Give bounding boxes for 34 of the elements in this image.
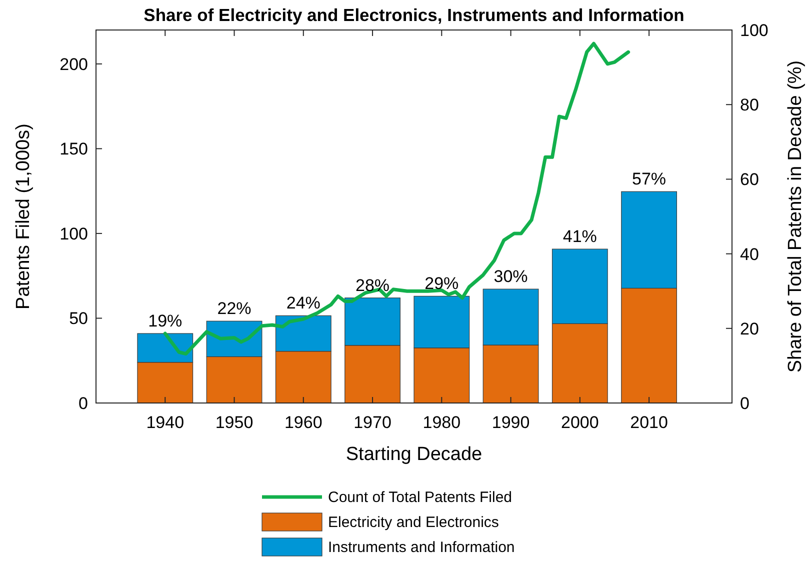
chart-title: Share of Electricity and Electronics, Instruments and Information xyxy=(144,5,684,25)
y2-tick-label: 20 xyxy=(740,319,759,338)
legend-label: Count of Total Patents Filed xyxy=(328,489,512,506)
annotation: 24% xyxy=(286,294,320,313)
x-tick-label: 1970 xyxy=(354,413,392,432)
y-tick-label: 100 xyxy=(60,224,88,244)
x-axis-title: Starting Decade xyxy=(346,444,482,465)
y-tick-label: 200 xyxy=(60,54,88,74)
legend-label: Electricity and Electronics xyxy=(328,514,499,531)
legend-label: Instruments and Information xyxy=(328,539,515,556)
y2-tick-label: 0 xyxy=(740,394,750,413)
annotation: 41% xyxy=(562,227,597,246)
y2-tick-label: 40 xyxy=(740,244,759,264)
y-axis-title: Patents Filed (1,000s) xyxy=(13,124,34,310)
y2-tick-label: 100 xyxy=(740,21,768,40)
y-tick-label: 0 xyxy=(78,394,88,413)
annotation: 19% xyxy=(148,311,182,330)
x-tick-label: 2010 xyxy=(630,413,668,432)
x-tick-label: 1990 xyxy=(492,413,530,432)
y2-axis-title: Share of Total Patents in Decade (%) xyxy=(785,60,806,373)
x-tick-label: 1950 xyxy=(215,413,254,432)
annotation: 30% xyxy=(494,267,528,286)
y-tick-label: 50 xyxy=(69,309,88,328)
y-tick-label: 150 xyxy=(60,140,88,159)
annotation: 22% xyxy=(217,299,252,318)
y2-tick-label: 80 xyxy=(740,96,759,115)
y2-tick-label: 60 xyxy=(740,170,759,190)
x-tick-label: 1980 xyxy=(422,413,461,432)
annotation: 57% xyxy=(632,170,666,189)
x-tick-label: 1960 xyxy=(284,413,322,432)
annotation: 29% xyxy=(424,274,459,294)
x-tick-label: 2000 xyxy=(561,413,599,432)
x-tick-label: 1940 xyxy=(146,413,184,432)
annotation: 28% xyxy=(356,276,390,295)
